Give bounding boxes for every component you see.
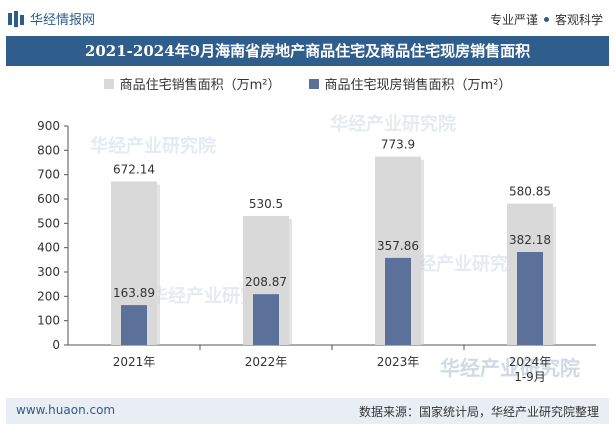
chart-title: 2021-2024年9月海南省房地产商品住宅及商品住宅现房销售面积 <box>6 36 609 66</box>
brand-logo-icon <box>8 10 24 27</box>
legend-label-series1: 商品住宅销售面积（万m²） <box>119 78 281 93</box>
bar-series2 <box>385 257 411 345</box>
watermark-5: 华经产业研究院 <box>440 356 580 380</box>
x-tick-label: 1-9月 <box>514 370 546 384</box>
bar-series2 <box>253 294 279 345</box>
y-tick-label: 300 <box>37 265 60 279</box>
legend-swatch-series2 <box>308 78 319 89</box>
y-tick-label: 700 <box>37 168 60 182</box>
watermark-2: 华经产业研究院 <box>330 114 456 135</box>
y-tick-label: 900 <box>37 119 60 133</box>
watermark-1: 华经产业研究院 <box>90 136 216 157</box>
footer-source: 数据来源：国家统计局，华经产业研究院整理 <box>358 405 599 419</box>
brand-logo[interactable]: 华经情报网 <box>8 9 95 28</box>
legend-item-series1[interactable]: 商品住宅销售面积（万m²） <box>103 74 281 93</box>
y-tick-label: 100 <box>37 314 60 328</box>
tagline-left: 专业严谨 <box>489 13 538 27</box>
x-tick-label: 2022年 <box>245 355 288 369</box>
watermark-4: 华经产业研究院 <box>400 254 526 275</box>
data-label-series2: 208.87 <box>245 275 287 289</box>
y-tick-label: 800 <box>37 143 60 157</box>
x-tick-label: 2023年 <box>377 355 420 369</box>
y-tick-label: 600 <box>37 192 60 206</box>
y-tick-label: 0 <box>52 338 60 352</box>
x-tick-label: 2024年 <box>509 355 552 369</box>
brand-name: 华经情报网 <box>30 13 96 28</box>
data-label-series1: 530.5 <box>249 197 283 211</box>
data-label-series2: 357.86 <box>377 239 419 253</box>
data-label-series2: 382.18 <box>509 233 551 247</box>
footer-website[interactable]: www.huaon.com <box>16 403 116 417</box>
data-label-series1: 672.14 <box>113 162 155 176</box>
chart-legend: 商品住宅销售面积（万m²） 商品住宅现房销售面积（万m²） <box>0 74 615 93</box>
bar-series2 <box>121 305 147 345</box>
y-tick-label: 500 <box>37 216 60 230</box>
data-label-series1: 773.9 <box>381 138 415 152</box>
y-tick-label: 200 <box>37 289 60 303</box>
data-label-series1: 580.85 <box>509 185 551 199</box>
tagline: 专业严谨 客观科学 <box>490 11 603 28</box>
footer: www.huaon.com 数据来源：国家统计局，华经产业研究院整理 <box>6 398 609 424</box>
top-bar: 华经情报网 专业严谨 客观科学 <box>0 0 615 36</box>
tagline-dot-icon <box>543 17 549 22</box>
data-label-series2: 163.89 <box>113 286 155 300</box>
legend-item-series2[interactable]: 商品住宅现房销售面积（万m²） <box>308 74 512 93</box>
legend-swatch-series1 <box>103 78 114 89</box>
x-tick-label: 2021年 <box>113 355 156 369</box>
tagline-right: 客观科学 <box>554 13 603 27</box>
legend-label-series2: 商品住宅现房销售面积（万m²） <box>324 78 512 93</box>
y-tick-label: 400 <box>37 241 60 255</box>
bar-series2 <box>517 252 543 345</box>
